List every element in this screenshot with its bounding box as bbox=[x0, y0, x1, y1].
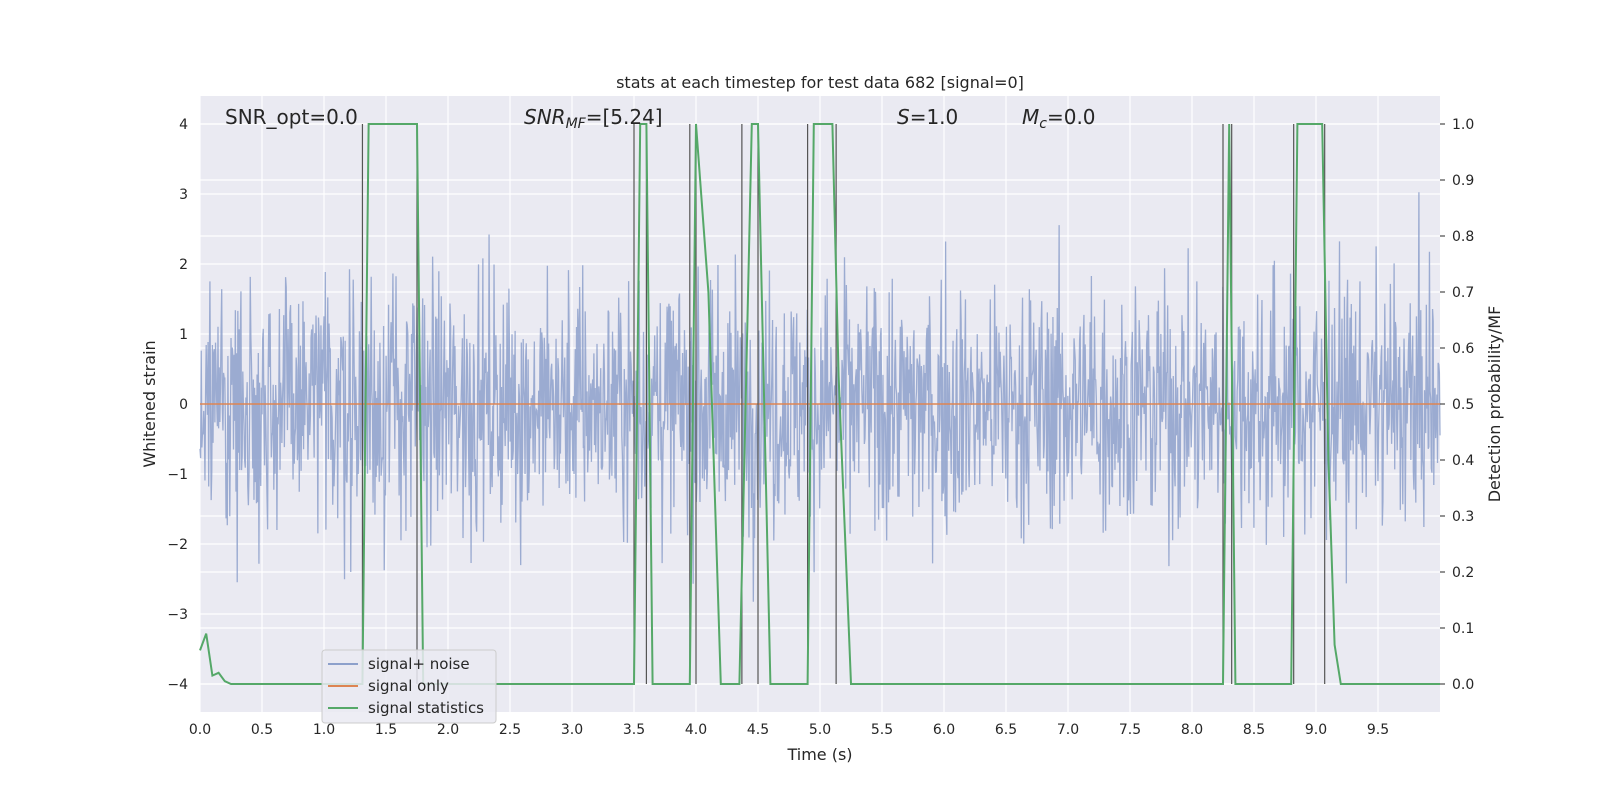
y-tick-label-2: −2 bbox=[167, 537, 188, 553]
annotation-snr-mf-base: SNR bbox=[524, 105, 566, 129]
y-tick-label-7: 3 bbox=[179, 187, 188, 203]
annotation-mc-var: M bbox=[1022, 105, 1039, 129]
x-tick-label-12: 6.0 bbox=[933, 722, 955, 738]
x-tick-label-5: 2.5 bbox=[499, 722, 521, 738]
chart-title: stats at each timestep for test data 682… bbox=[616, 73, 1024, 92]
y-tick-label-3: −1 bbox=[167, 467, 188, 483]
x-tick-label-17: 8.5 bbox=[1243, 722, 1265, 738]
y2-tick-label-10: 1.0 bbox=[1452, 117, 1474, 133]
x-tick-label-6: 3.0 bbox=[561, 722, 583, 738]
y2-tick-label-6: 0.6 bbox=[1452, 341, 1474, 357]
legend: signal+ noise signal only signal statist… bbox=[321, 649, 497, 724]
y-tick-labels: −4 −3 −2 −1 0 1 2 3 4 bbox=[167, 117, 188, 693]
annotation-snr-mf-rest: =[5.24] bbox=[586, 105, 663, 129]
y-axis-label: Whitened strain bbox=[140, 340, 159, 467]
x-tick-label-10: 5.0 bbox=[809, 722, 831, 738]
x-tick-label-13: 6.5 bbox=[995, 722, 1017, 738]
x-tick-label-1: 0.5 bbox=[251, 722, 273, 738]
legend-label-stats: signal statistics bbox=[368, 699, 484, 717]
annotation-s-rest: =1.0 bbox=[910, 105, 959, 129]
y2-tick-labels: 0.0 0.1 0.2 0.3 0.4 0.5 0.6 0.7 0.8 0.9 1.0 bbox=[1440, 117, 1474, 693]
x-tick-label-0: 0.0 bbox=[189, 722, 211, 738]
y-tick-label-4: 0 bbox=[179, 397, 188, 413]
y2-tick-label-3: 0.3 bbox=[1452, 509, 1474, 525]
y2-tick-label-2: 0.2 bbox=[1452, 565, 1474, 581]
x-tick-label-8: 4.0 bbox=[685, 722, 707, 738]
annotation-s-var: S bbox=[897, 105, 910, 129]
y-tick-label-6: 2 bbox=[179, 257, 188, 273]
y2-tick-label-8: 0.8 bbox=[1452, 229, 1474, 245]
y2-axis-label: Detection probability/MF bbox=[1485, 306, 1504, 503]
legend-label-noise: signal+ noise bbox=[368, 655, 470, 673]
x-tick-label-3: 1.5 bbox=[375, 722, 397, 738]
signal-statistics-line bbox=[199, 123, 1440, 685]
y-tick-label-0: −4 bbox=[167, 677, 188, 693]
x-tick-labels: 0.0 0.5 1.0 1.5 2.0 2.5 3.0 3.5 4.0 4.5 5.0 5.5 6.0 6… bbox=[189, 722, 1389, 738]
y2-tick-label-9: 0.9 bbox=[1452, 173, 1474, 189]
y2-tick-label-5: 0.5 bbox=[1452, 397, 1474, 413]
y2-tick-label-1: 0.1 bbox=[1452, 621, 1474, 637]
x-tick-label-18: 9.0 bbox=[1305, 722, 1327, 738]
y2-tick-label-7: 0.7 bbox=[1452, 285, 1474, 301]
y-tick-label-8: 4 bbox=[179, 117, 188, 133]
annotation-mc-sub: c bbox=[1039, 116, 1047, 132]
x-tick-label-2: 1.0 bbox=[313, 722, 335, 738]
signal-statistics-path bbox=[199, 123, 1440, 685]
x-tick-label-16: 8.0 bbox=[1181, 722, 1203, 738]
legend-label-signal: signal only bbox=[368, 677, 449, 695]
y-tick-label-5: 1 bbox=[179, 327, 188, 343]
legend-box bbox=[321, 649, 497, 724]
x-tick-label-7: 3.5 bbox=[623, 722, 645, 738]
y-tick-label-1: −3 bbox=[167, 607, 188, 623]
y2-tick-label-4: 0.4 bbox=[1452, 453, 1474, 469]
annotation-mc: Mc=0.0 bbox=[1022, 105, 1096, 132]
x-tick-label-14: 7.0 bbox=[1057, 722, 1079, 738]
annotation-snr-mf: SNRMF=[5.24] bbox=[524, 105, 663, 132]
x-tick-label-4: 2.0 bbox=[437, 722, 459, 738]
x-tick-label-9: 4.5 bbox=[747, 722, 769, 738]
x-tick-label-15: 7.5 bbox=[1119, 722, 1141, 738]
y2-tick-label-0: 0.0 bbox=[1452, 677, 1474, 693]
annotation-snr-opt: SNR_opt=0.0 bbox=[225, 105, 358, 129]
x-tick-label-19: 9.5 bbox=[1367, 722, 1389, 738]
annotation-snr-mf-sub: MF bbox=[566, 116, 587, 132]
annotation-s: S=1.0 bbox=[897, 105, 958, 129]
x-axis-label: Time (s) bbox=[786, 745, 852, 764]
x-tick-label-11: 5.5 bbox=[871, 722, 893, 738]
annotation-mc-rest: =0.0 bbox=[1047, 105, 1096, 129]
